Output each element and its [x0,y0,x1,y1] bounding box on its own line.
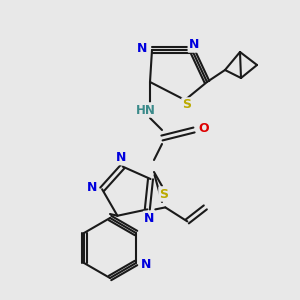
Text: N: N [116,151,126,164]
Text: N: N [137,41,147,55]
Text: N: N [141,259,151,272]
Text: N: N [144,212,154,225]
Text: HN: HN [136,103,156,116]
Text: S: S [182,98,191,112]
Text: N: N [87,181,97,194]
Text: O: O [199,122,209,134]
Text: S: S [160,188,169,200]
Text: N: N [189,38,199,52]
